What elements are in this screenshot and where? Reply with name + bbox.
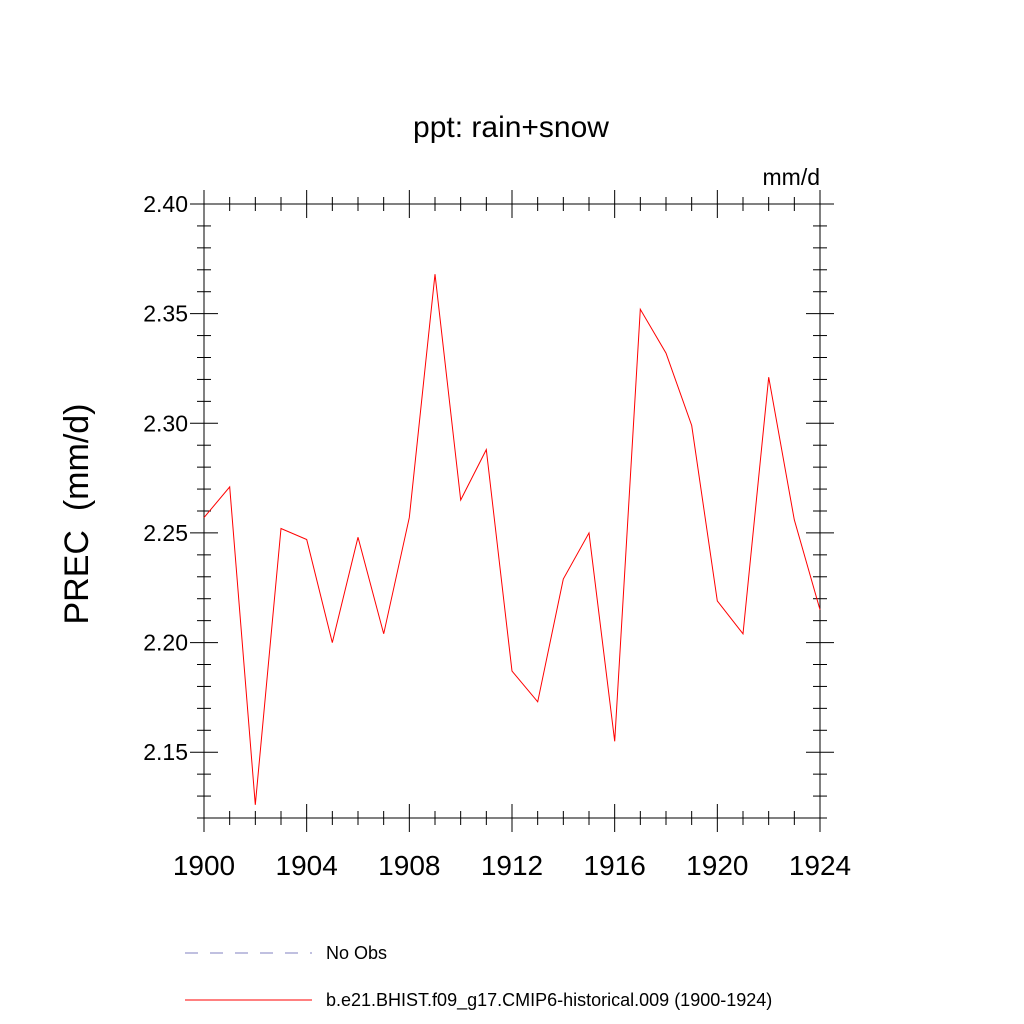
y-tick-label: 2.15 (143, 739, 188, 765)
y-tick-label: 2.40 (143, 191, 188, 217)
y-tick-label: 2.30 (143, 410, 188, 436)
x-tick-label: 1920 (686, 850, 748, 881)
plot-frame (203, 203, 821, 819)
chart-title: ppt: rain+snow (413, 111, 609, 144)
x-tick-label: 1912 (481, 850, 543, 881)
legend: No Obs b.e21.BHIST.f09_g17.CMIP6-histori… (185, 943, 772, 1011)
x-tick-label: 1916 (584, 850, 646, 881)
x-tick-label: 1908 (378, 850, 440, 881)
x-tick-label: 1900 (173, 850, 235, 881)
units-label: mm/d (763, 164, 821, 190)
x-tick-label: 1924 (789, 850, 851, 881)
legend-label-no-obs: No Obs (326, 943, 387, 963)
y-axis-label: PREC (mm/d) (58, 404, 96, 625)
legend-label-model: b.e21.BHIST.f09_g17.CMIP6-historical.009… (326, 990, 772, 1011)
series-line (203, 274, 821, 805)
plot-area: 2.15 2.20 2.25 2.30 2.35 2.40 1900 1904 1908 1912… (143, 190, 851, 881)
y-tick-label: 2.20 (143, 630, 188, 656)
x-tick-label: 1904 (276, 850, 338, 881)
y-tick-label: 2.35 (143, 301, 188, 327)
y-tick-label: 2.25 (143, 520, 188, 546)
